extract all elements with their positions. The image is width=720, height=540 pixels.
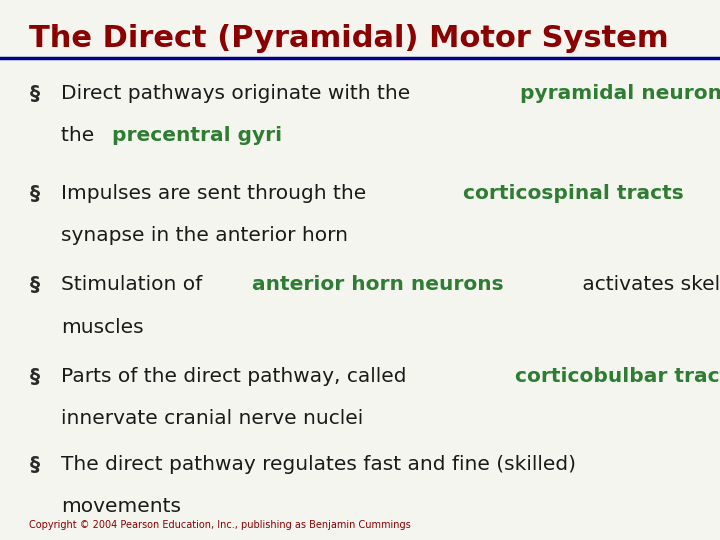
Text: Parts of the direct pathway, called: Parts of the direct pathway, called	[61, 367, 413, 386]
Text: synapse in the anterior horn: synapse in the anterior horn	[61, 226, 348, 245]
Text: precentral gyri: precentral gyri	[112, 126, 282, 145]
Text: §: §	[30, 184, 40, 202]
Text: activates skeletal: activates skeletal	[577, 275, 720, 294]
Text: §: §	[30, 84, 40, 103]
Text: The direct pathway regulates fast and fine (skilled): The direct pathway regulates fast and fi…	[61, 455, 576, 474]
Text: anterior horn neurons: anterior horn neurons	[252, 275, 503, 294]
Text: Stimulation of: Stimulation of	[61, 275, 209, 294]
Text: movements: movements	[61, 497, 181, 516]
Text: Direct pathways originate with the: Direct pathways originate with the	[61, 84, 417, 103]
Text: The Direct (Pyramidal) Motor System: The Direct (Pyramidal) Motor System	[29, 24, 668, 53]
Text: Impulses are sent through the: Impulses are sent through the	[61, 184, 373, 202]
Text: innervate cranial nerve nuclei: innervate cranial nerve nuclei	[61, 409, 364, 428]
Text: muscles: muscles	[61, 318, 144, 336]
Text: §: §	[30, 367, 40, 386]
Text: §: §	[30, 455, 40, 474]
Text: pyramidal neurons: pyramidal neurons	[520, 84, 720, 103]
Text: Copyright © 2004 Pearson Education, Inc., publishing as Benjamin Cummings: Copyright © 2004 Pearson Education, Inc.…	[29, 520, 410, 530]
Text: corticospinal tracts: corticospinal tracts	[463, 184, 684, 202]
Text: §: §	[30, 275, 40, 294]
Text: corticobulbar tracts: corticobulbar tracts	[516, 367, 720, 386]
Text: the: the	[61, 126, 101, 145]
